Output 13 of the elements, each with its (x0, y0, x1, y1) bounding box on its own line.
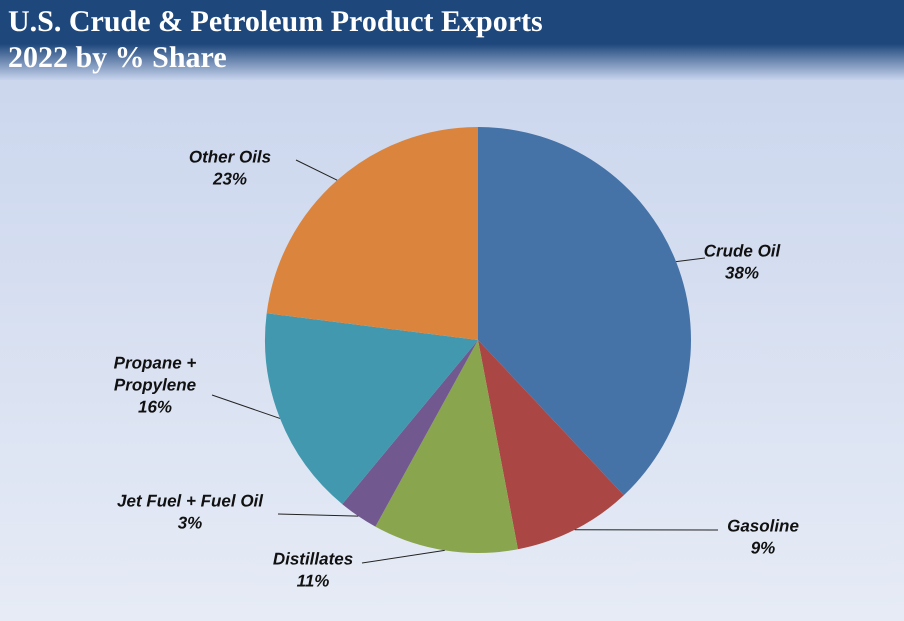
slice-label: Other Oils (188, 148, 272, 167)
data-label: 38% (724, 264, 760, 283)
slice-label: Propane + Propylene (114, 354, 196, 395)
chart-title: U.S. Crude & Petroleum Product Exports 2022 by % Share (0, 0, 904, 80)
data-label: 3% (178, 514, 202, 533)
data-label: 16% (138, 398, 172, 417)
data-label: 9% (750, 538, 776, 558)
slice-label: Jet Fuel + Fuel Oil (117, 492, 264, 511)
slice-label: Crude Oil (704, 242, 782, 261)
slice-label: Distillates (272, 550, 354, 569)
slice-label: Gasoline (727, 516, 799, 536)
data-label: 11% (296, 572, 330, 591)
data-label: 23% (212, 170, 248, 189)
